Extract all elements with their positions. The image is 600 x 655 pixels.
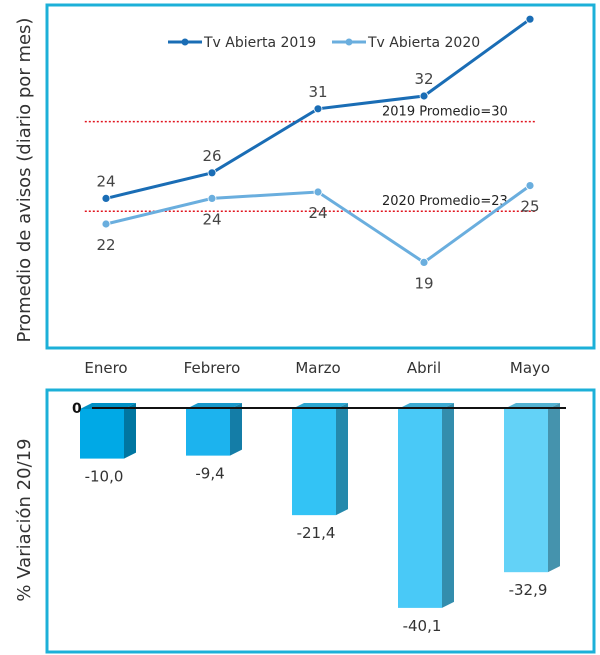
bar-value-label-0: -10,0: [85, 468, 124, 486]
reference-label-2019: 2019 Promedio=30: [382, 105, 508, 120]
series-1-label-1: 24: [202, 210, 221, 228]
series-0-label-0: 24: [96, 172, 115, 190]
category-labels: Enero Febrero Marzo Abril Mayo: [84, 359, 550, 377]
legend-label-2020: Tv Abierta 2020: [367, 35, 480, 51]
legend-marker-2019: [181, 38, 189, 46]
bar-value-label-4: -32,9: [509, 581, 548, 599]
category-label-4: Mayo: [510, 359, 550, 377]
line-chart-y-axis-label: Promedio de avisos (diario por mes): [14, 18, 35, 343]
series-0-point-2: [313, 104, 323, 114]
series-0-label-1: 26: [202, 147, 221, 165]
bar-value-label-3: -40,1: [403, 617, 442, 635]
category-label-1: Febrero: [184, 359, 241, 377]
category-label-3: Abril: [407, 359, 441, 377]
bar-side-2: [336, 403, 348, 516]
category-label-0: Enero: [84, 359, 127, 377]
legend-entry-2020: Tv Abierta 2020: [332, 35, 480, 51]
series-1-point-2: [313, 187, 323, 197]
reference-label-2020: 2020 Promedio=23: [382, 194, 508, 209]
series-0-point-0: [101, 193, 111, 203]
bar-value-label-2: -21,4: [297, 524, 336, 542]
bar-1: [186, 409, 230, 456]
bar-zero-label: 0: [72, 401, 82, 417]
legend-marker-2020: [345, 38, 353, 46]
bar-3: [398, 409, 442, 608]
bars: -10,0 -9,4 -21,4 -40,1 -32,9: [80, 403, 560, 635]
bar-chart-frame: [45, 388, 596, 654]
bar-chart-y-axis-label: % Variación 20/19: [14, 438, 35, 601]
bar-4: [504, 409, 548, 573]
category-label-2: Marzo: [295, 359, 340, 377]
series-0-point-1: [207, 168, 217, 178]
bar-value-label-1: -9,4: [195, 465, 224, 483]
legend-entry-2019: Tv Abierta 2019: [168, 35, 316, 51]
line-chart-frame: [45, 3, 596, 350]
series-1-point-0: [101, 219, 111, 229]
series-0-label-3: 32: [414, 70, 433, 88]
bar-side-3: [442, 403, 454, 608]
series-0-label-2: 31: [308, 83, 327, 101]
legend-label-2019: Tv Abierta 2019: [203, 35, 316, 51]
bar-side-4: [548, 403, 560, 573]
bar-side-0: [124, 403, 136, 459]
series-1-label-0: 22: [96, 236, 115, 254]
series-1-point-4: [525, 181, 535, 191]
series-0-point-3: [419, 91, 429, 101]
series-0-point-4: [525, 14, 535, 24]
series-1-label-4: 25: [520, 198, 539, 216]
line-series: 24 26 31 32 22 24 24 19 25: [96, 14, 540, 292]
bar-side-1: [230, 403, 242, 456]
bar-2: [292, 409, 336, 516]
series-1-label-2: 24: [308, 204, 327, 222]
series-1-label-3: 19: [414, 274, 433, 292]
bar-0: [80, 409, 124, 459]
legend: Tv Abierta 2019 Tv Abierta 2020: [168, 35, 480, 51]
series-1-point-3: [419, 257, 429, 267]
series-1-point-1: [207, 193, 217, 203]
reference-lines: 2019 Promedio=30 2020 Promedio=23: [84, 105, 536, 212]
